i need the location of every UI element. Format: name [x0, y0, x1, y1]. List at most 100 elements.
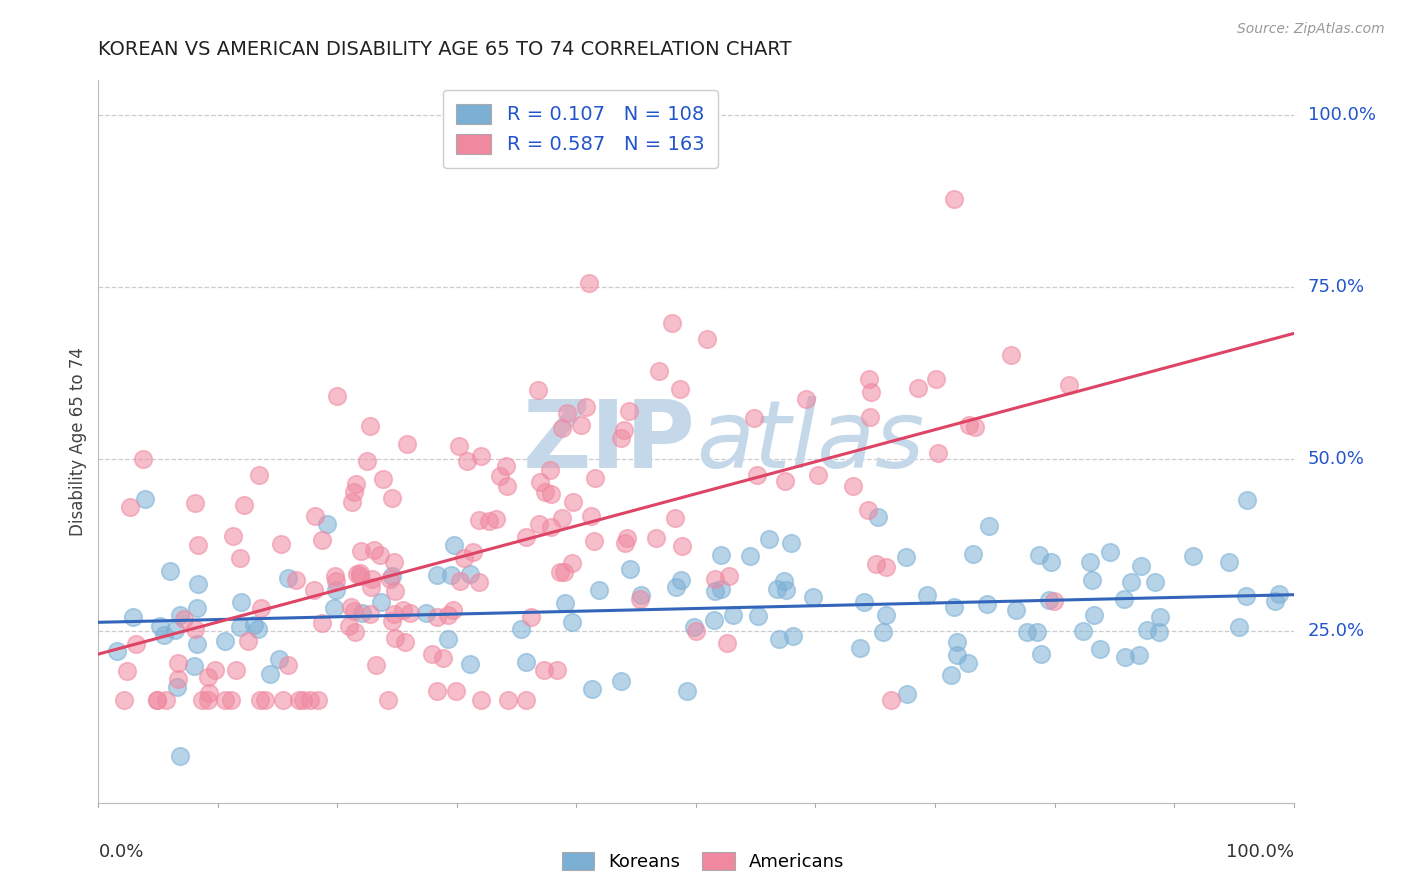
- Point: [1078, 555, 1101, 569]
- Point: [254, 692, 277, 706]
- Point: [540, 520, 562, 534]
- Point: [291, 692, 314, 706]
- Point: [927, 445, 949, 459]
- Point: [581, 508, 603, 523]
- Point: [447, 439, 470, 453]
- Point: [561, 615, 583, 630]
- Point: [875, 559, 897, 574]
- Point: [187, 538, 209, 552]
- Point: [859, 409, 882, 424]
- Point: [343, 624, 366, 639]
- Point: [744, 411, 766, 425]
- Point: [270, 537, 292, 551]
- Point: [704, 572, 727, 586]
- Point: [1114, 650, 1136, 665]
- Point: [946, 634, 969, 648]
- Point: [259, 666, 281, 681]
- Point: [277, 571, 299, 585]
- Point: [1038, 592, 1060, 607]
- Point: [773, 574, 796, 588]
- Point: [1057, 378, 1080, 392]
- Point: [350, 544, 373, 558]
- Point: [378, 572, 401, 586]
- Point: [682, 620, 704, 634]
- Point: [939, 668, 962, 682]
- Point: [122, 610, 145, 624]
- Point: [1143, 575, 1166, 590]
- Point: [134, 492, 156, 507]
- Point: [344, 477, 367, 491]
- Point: [553, 566, 575, 580]
- Point: [381, 569, 404, 583]
- Point: [555, 406, 578, 420]
- Point: [214, 634, 236, 648]
- Point: [340, 495, 363, 509]
- Point: [738, 549, 761, 563]
- Point: [496, 692, 519, 706]
- Point: [1136, 623, 1159, 637]
- Point: [370, 595, 392, 609]
- Point: [441, 603, 464, 617]
- Point: [361, 573, 384, 587]
- Point: [146, 692, 169, 706]
- Point: [287, 692, 309, 706]
- Point: [1119, 574, 1142, 589]
- Point: [350, 606, 373, 620]
- Point: [299, 692, 322, 706]
- Point: [527, 517, 550, 532]
- Point: [323, 568, 346, 582]
- Text: KOREAN VS AMERICAN DISABILITY AGE 65 TO 74 CORRELATION CHART: KOREAN VS AMERICAN DISABILITY AGE 65 TO …: [98, 40, 792, 59]
- Point: [619, 404, 641, 418]
- Point: [853, 594, 876, 608]
- Point: [880, 692, 903, 706]
- Point: [868, 510, 890, 524]
- Point: [468, 514, 491, 528]
- Point: [1099, 545, 1122, 559]
- Point: [187, 576, 209, 591]
- Point: [782, 629, 804, 643]
- Point: [1000, 347, 1022, 361]
- Point: [1227, 620, 1250, 634]
- Point: [588, 582, 610, 597]
- Point: [1040, 555, 1063, 569]
- Point: [645, 531, 668, 545]
- Text: Source: ZipAtlas.com: Source: ZipAtlas.com: [1237, 22, 1385, 37]
- Point: [721, 607, 744, 622]
- Point: [229, 620, 252, 634]
- Legend: R = 0.107   N = 108, R = 0.587   N = 163: R = 0.107 N = 108, R = 0.587 N = 163: [443, 90, 718, 168]
- Point: [676, 684, 699, 698]
- Point: [495, 459, 517, 474]
- Point: [551, 421, 574, 435]
- Point: [664, 510, 686, 524]
- Point: [356, 454, 378, 468]
- Point: [112, 692, 135, 706]
- Point: [360, 580, 382, 594]
- Point: [449, 574, 471, 588]
- Point: [340, 600, 363, 615]
- Point: [956, 657, 979, 671]
- Point: [323, 600, 346, 615]
- Point: [1043, 594, 1066, 608]
- Point: [371, 472, 394, 486]
- Point: [214, 692, 236, 706]
- Y-axis label: Disability Age 65 to 74: Disability Age 65 to 74: [69, 347, 87, 536]
- Text: 100.0%: 100.0%: [1226, 843, 1294, 861]
- Point: [1182, 549, 1205, 563]
- Point: [858, 503, 880, 517]
- Point: [117, 664, 139, 678]
- Point: [1236, 492, 1258, 507]
- Point: [858, 372, 880, 386]
- Point: [377, 692, 399, 706]
- Point: [243, 618, 266, 632]
- Point: [173, 612, 195, 626]
- Point: [221, 529, 243, 543]
- Point: [775, 582, 797, 597]
- Point: [1234, 589, 1257, 603]
- Point: [311, 533, 333, 547]
- Point: [583, 533, 606, 548]
- Point: [1264, 594, 1286, 608]
- Point: [766, 582, 789, 596]
- Point: [976, 597, 998, 611]
- Point: [520, 610, 543, 624]
- Point: [146, 692, 169, 706]
